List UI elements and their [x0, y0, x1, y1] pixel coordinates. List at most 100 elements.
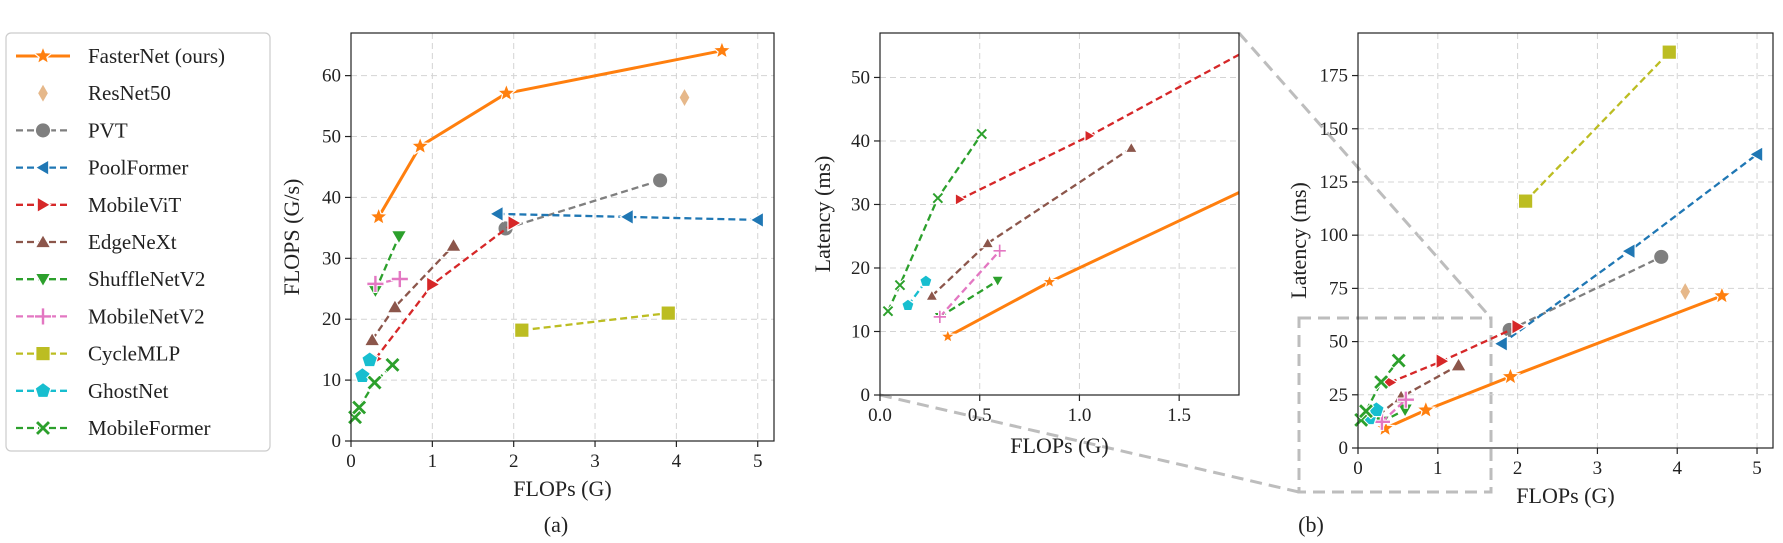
x-tick-label: 0.5 — [968, 405, 992, 426]
legend-label: FasterNet (ours) — [88, 44, 225, 68]
axes-frame — [350, 32, 775, 442]
legend-label: MobileNetV2 — [88, 304, 205, 328]
x-tick-label: 0 — [1353, 458, 1363, 479]
series-pvt — [497, 172, 669, 237]
data-point-poolformer — [749, 211, 765, 229]
data-point-poolformer — [488, 205, 504, 223]
series-line-edgenext — [371, 244, 455, 341]
series-line-fasternet-ours — [377, 49, 723, 218]
legend-label: GhostNet — [88, 379, 169, 403]
series-cyclemlp — [514, 305, 677, 338]
series-line-mobilenetv2 — [938, 250, 1001, 318]
legend-entry-ghostnet: GhostNet — [16, 379, 169, 403]
legend-entry-mobilevit: MobileViT — [16, 193, 181, 217]
legend-label: MobileFormer — [88, 416, 210, 440]
y-tick-label: 0 — [332, 431, 342, 452]
legend-label: PoolFormer — [88, 156, 188, 180]
series-poolformer — [488, 205, 765, 229]
x-axis-label: FLOPs (G) — [1010, 433, 1108, 458]
series-fasternet-ours — [1374, 284, 1733, 438]
legend-entry-cyclemlp: CycleMLP — [16, 342, 180, 366]
legend-marker — [33, 307, 53, 326]
data-point-mobileformer — [893, 278, 907, 292]
legend-entry-poolformer: PoolFormer — [16, 156, 188, 180]
data-point-mobilenetv2 — [932, 309, 947, 325]
data-point-edgenext — [444, 236, 463, 252]
y-tick-label: 20 — [322, 309, 341, 330]
y-tick-label: 20 — [851, 258, 870, 279]
data-point-cyclemlp — [660, 305, 677, 321]
legend-entry-fasternet-ours: FasterNet (ours) — [16, 44, 225, 68]
axes-frame — [1357, 32, 1774, 449]
ticks: 0.0 0.5 1.0 1.5 0 10 20 30 40 50 — [851, 67, 1191, 426]
x-tick-label: 4 — [672, 451, 682, 472]
data-point-poolformer — [1748, 145, 1764, 163]
panel-label: (b) — [1298, 512, 1324, 537]
series-line-shufflenetv2 — [374, 235, 401, 292]
legend-marker — [34, 419, 52, 437]
legend-marker — [32, 44, 54, 66]
data-point-edgenext — [386, 298, 404, 314]
x-tick-label: 1 — [428, 451, 438, 472]
y-axis-label: FLOPS (G/s) — [279, 179, 304, 296]
data-point-mobilevit — [1435, 352, 1451, 370]
y-tick-label: 40 — [322, 187, 341, 208]
y-axis-label: Latency (ms) — [1286, 182, 1311, 299]
series-line-mobilevit — [1389, 325, 1519, 384]
series-line-mobilenetv2 — [1381, 398, 1407, 423]
data-point-mobileformer — [384, 356, 401, 374]
data-point-fasternet-ours — [1374, 417, 1396, 438]
series-line-mobilevit — [959, 53, 1239, 201]
data-point-ghostnet — [901, 298, 915, 312]
series-shufflenetv2 — [932, 275, 1005, 324]
legend-marker — [37, 82, 49, 104]
series-resnet50 — [1679, 281, 1692, 303]
zoom-rectangle — [1297, 316, 1493, 494]
data-point-edgenext — [924, 288, 939, 302]
y-tick-label: 30 — [851, 194, 870, 215]
series-mobilevit — [954, 27, 1284, 207]
y-tick-label: 150 — [1320, 119, 1349, 140]
x-tick-label: 5 — [753, 451, 763, 472]
y-tick-label: 40 — [851, 131, 870, 152]
legend-entry-pvt: PVT — [16, 118, 128, 142]
data-point-fasternet-ours — [939, 327, 957, 344]
x-tick-label: 3 — [1593, 458, 1603, 479]
data-point-mobilevit — [507, 214, 523, 232]
series-edgenext — [924, 140, 1139, 302]
data-point-fasternet-ours — [1254, 175, 1268, 188]
zoom-connectors — [879, 32, 1493, 494]
legend-marker — [34, 122, 52, 139]
data-point-ghostnet — [919, 274, 933, 288]
legend-marker — [34, 381, 52, 399]
gridlines — [879, 33, 1239, 396]
data-point-mobilenetv2 — [390, 269, 409, 289]
y-tick-label: 0 — [1339, 438, 1349, 459]
y-tick-label: 100 — [1320, 225, 1349, 246]
legend: FasterNet (ours) ResNet50 PVT PoolFormer Mob… — [5, 32, 271, 452]
series-line-pvt — [1509, 255, 1662, 331]
data-point-mobilevit — [1274, 27, 1284, 39]
y-tick-label: 50 — [1329, 332, 1348, 353]
legend-entry-mobileformer: MobileFormer — [16, 416, 210, 440]
data-point-fasternet-ours — [1711, 284, 1733, 305]
data-point-edgenext — [1124, 140, 1139, 154]
series-poolformer — [1492, 145, 1764, 353]
gridlines — [350, 33, 774, 442]
legend-marker — [34, 233, 52, 249]
plot-area — [881, 27, 1284, 344]
data-point-mobileformer — [1390, 352, 1408, 369]
series-line-cyclemlp — [1524, 51, 1671, 202]
data-point-mobilenetv2 — [366, 274, 385, 293]
data-point-edgenext — [363, 331, 381, 347]
series-edgenext — [363, 236, 463, 347]
x-tick-label: 2 — [509, 451, 519, 472]
y-axis-label: Latency (ms) — [810, 156, 835, 273]
data-point-poolformer — [1492, 335, 1509, 353]
legend-entry-edgenext: EdgeNeXt — [16, 230, 177, 254]
series-mobileformer — [1352, 352, 1408, 429]
series-mobilenetv2 — [366, 269, 409, 293]
y-tick-label: 0 — [861, 385, 871, 406]
